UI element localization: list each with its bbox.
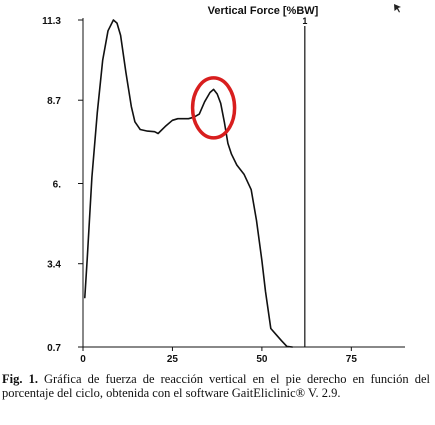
cursor-arrow-icon [394, 4, 401, 13]
vertical-force-chart: Vertical Force [%BW] 0.7 3.4 6. 8.7 11.3 0 25… [42, 4, 405, 365]
caption-text: Gráfica de fuerza de reacción vertical e… [2, 372, 431, 400]
y-tick-label: 11.3 [42, 16, 61, 27]
y-tick-label: 3.4 [47, 260, 61, 271]
chart-axes [82, 18, 405, 348]
x-tick-label: 25 [167, 354, 179, 365]
x-tick-label: 50 [256, 354, 268, 365]
x-tick-label: 75 [346, 354, 358, 365]
x-tick-label: 0 [80, 354, 86, 365]
caption-label: Fig. 1. [2, 372, 38, 386]
y-tick-label: 6. [53, 180, 62, 191]
y-tick-label: 0.7 [47, 343, 61, 354]
y-axis-ticks: 0.7 3.4 6. 8.7 11.3 [42, 16, 83, 354]
vertical-marker: 1 [302, 16, 307, 347]
x-axis-ticks: 0 25 50 75 [80, 347, 357, 365]
series-layer [84, 19, 294, 348]
chart-title: Vertical Force [%BW] [208, 5, 319, 17]
y-tick-label: 8.7 [47, 96, 61, 107]
highlight-ellipse [190, 76, 237, 140]
figure-caption: Fig. 1. Gráfica de fuerza de reacción ve… [2, 372, 430, 400]
highlight-layer [190, 76, 237, 140]
vertical-marker-label: 1 [302, 16, 307, 26]
force-curve-line [84, 19, 294, 348]
